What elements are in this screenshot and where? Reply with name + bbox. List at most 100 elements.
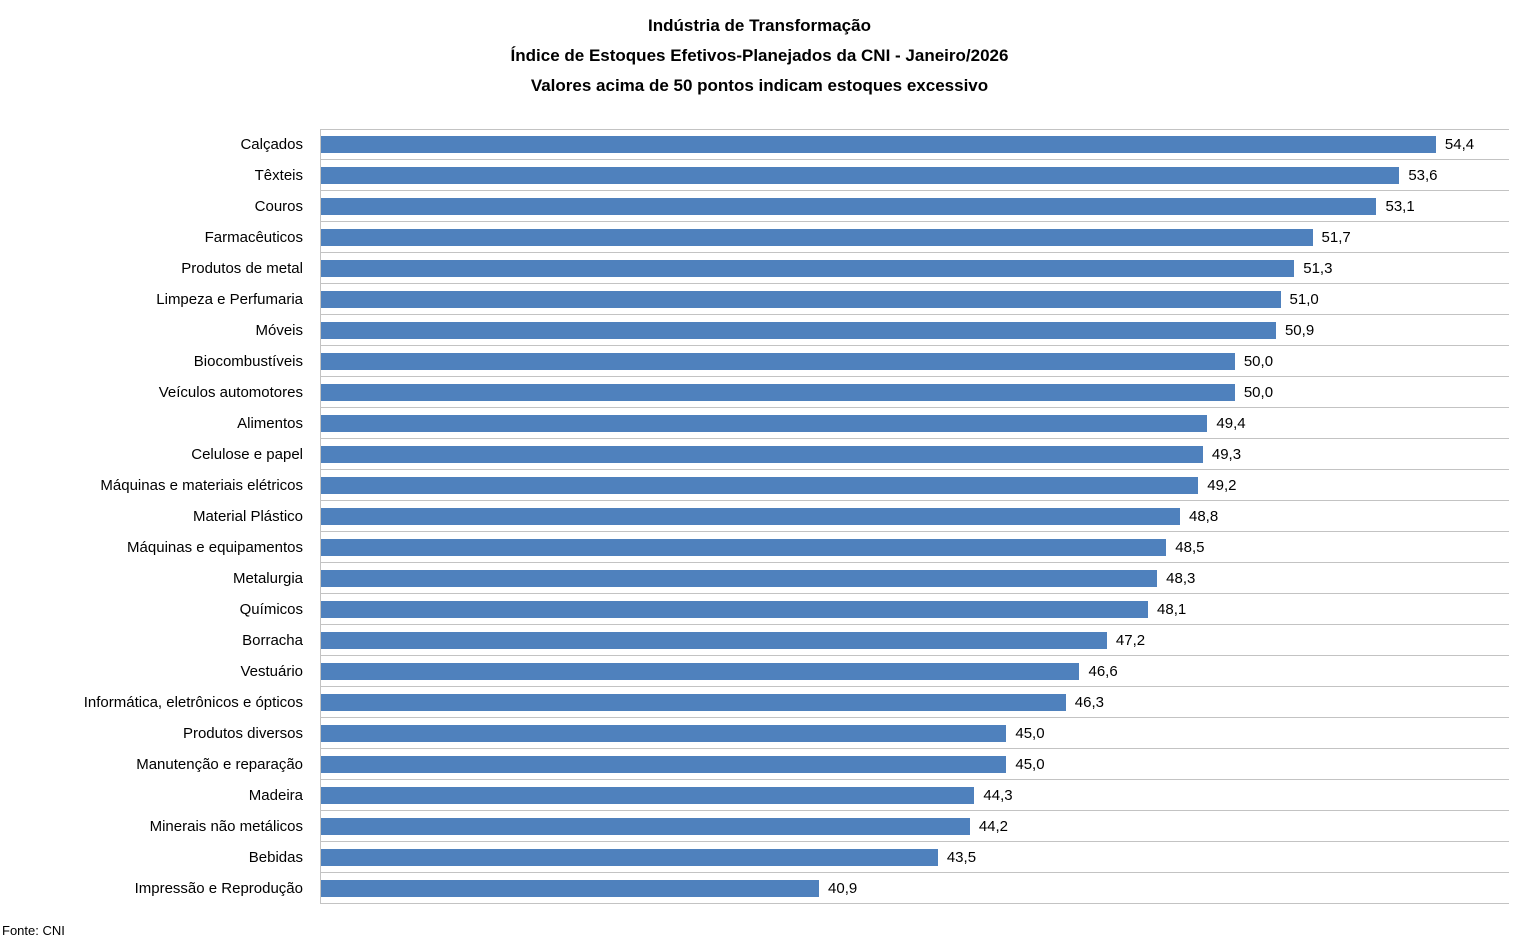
chart-row: Celulose e papel 49,3 <box>0 439 1509 470</box>
plot-cell: 50,9 <box>320 315 1509 346</box>
category-label: Farmacêuticos <box>204 229 303 246</box>
chart-row: Couros 53,1 <box>0 191 1509 222</box>
plot-cell: 43,5 <box>320 842 1509 873</box>
plot-cell: 46,3 <box>320 687 1509 718</box>
chart-row: Têxteis 53,6 <box>0 160 1509 191</box>
bar <box>321 755 1007 773</box>
bar <box>321 445 1203 463</box>
plot-cell: 45,0 <box>320 718 1509 749</box>
value-label: 40,9 <box>828 879 858 897</box>
bar <box>321 476 1199 494</box>
value-label: 44,3 <box>983 786 1013 804</box>
chart-row: Químicos 48,1 <box>0 594 1509 625</box>
bar <box>321 166 1400 184</box>
chart-title-line-1: Indústria de Transformação <box>648 16 871 35</box>
chart-row: Veículos automotores 50,0 <box>0 377 1509 408</box>
category-label: Couros <box>254 198 303 215</box>
plot-cell: 49,2 <box>320 470 1509 501</box>
plot-cell: 50,0 <box>320 377 1509 408</box>
bar <box>321 135 1436 153</box>
chart-row: Produtos de metal 51,3 <box>0 253 1509 284</box>
bar <box>321 848 938 866</box>
bar <box>321 569 1158 587</box>
value-label: 49,2 <box>1207 476 1237 494</box>
value-label: 50,0 <box>1243 352 1274 370</box>
value-label: 46,6 <box>1088 662 1118 680</box>
bar <box>321 197 1377 215</box>
bar <box>321 352 1235 370</box>
value-label: 53,1 <box>1385 197 1415 215</box>
value-label: 54,4 <box>1444 135 1475 153</box>
value-label: 48,3 <box>1166 569 1196 587</box>
category-label: Veículos automotores <box>158 384 303 401</box>
chart-row: Alimentos 49,4 <box>0 408 1509 439</box>
value-label: 48,8 <box>1189 507 1219 525</box>
chart-row: Borracha 47,2 <box>0 625 1509 656</box>
category-label: Manutenção e reparação <box>136 756 303 773</box>
plot-cell: 51,3 <box>320 253 1509 284</box>
chart-row: Minerais não metálicos 44,2 <box>0 811 1509 842</box>
bar <box>321 538 1167 556</box>
category-label: Máquinas e materiais elétricos <box>100 477 303 494</box>
plot-cell: 48,8 <box>320 501 1509 532</box>
category-label: Vestuário <box>240 663 303 680</box>
plot-cell: 48,3 <box>320 563 1509 594</box>
value-label: 51,0 <box>1289 290 1319 308</box>
plot-cell: 50,0 <box>320 346 1509 377</box>
category-label: Têxteis <box>254 167 303 184</box>
value-label: 47,2 <box>1115 631 1146 649</box>
category-label: Calçados <box>240 136 303 153</box>
chart-title-line-2: Índice de Estoques Efetivos-Planejados d… <box>510 46 1009 65</box>
category-label: Máquinas e equipamentos <box>127 539 303 556</box>
value-label: 48,1 <box>1157 600 1187 618</box>
plot-cell: 51,0 <box>320 284 1509 315</box>
bar <box>321 879 820 897</box>
value-label: 50,9 <box>1284 321 1315 339</box>
value-label: 49,4 <box>1216 414 1246 432</box>
category-label: Bebidas <box>248 849 303 866</box>
chart-row: Informática, eletrônicos e ópticos 46,3 <box>0 687 1509 718</box>
category-label: Impressão e Reprodução <box>134 880 303 897</box>
plot-cell: 49,3 <box>320 439 1509 470</box>
category-label: Material Plástico <box>192 508 303 525</box>
value-label: 46,3 <box>1074 693 1104 711</box>
category-label: Celulose e papel <box>191 446 303 463</box>
category-label: Borracha <box>242 632 303 649</box>
bar <box>321 321 1276 339</box>
chart-row: Metalurgia 48,3 <box>0 563 1509 594</box>
value-label: 50,0 <box>1243 383 1274 401</box>
plot-cell: 40,9 <box>320 873 1509 904</box>
bar <box>321 259 1295 277</box>
category-label: Metalurgia <box>232 570 303 587</box>
category-label: Madeira <box>248 787 303 804</box>
bar-chart-plot-area: Calçados 54,4 Têxteis 53,6 Couros 53,1 F… <box>0 129 1509 904</box>
value-label: 43,5 <box>946 848 977 866</box>
category-label: Alimentos <box>237 415 303 432</box>
bar <box>321 631 1107 649</box>
category-label: Minerais não metálicos <box>149 818 303 835</box>
chart-row: Madeira 44,3 <box>0 780 1509 811</box>
bar <box>321 228 1313 246</box>
plot-cell: 51,7 <box>320 222 1509 253</box>
plot-cell: 47,2 <box>320 625 1509 656</box>
bar <box>321 662 1080 680</box>
plot-cell: 49,4 <box>320 408 1509 439</box>
plot-cell: 46,6 <box>320 656 1509 687</box>
value-label: 48,5 <box>1175 538 1205 556</box>
category-label: Limpeza e Perfumaria <box>156 291 303 308</box>
category-label: Biocombustíveis <box>193 353 303 370</box>
value-label: 53,6 <box>1408 166 1438 184</box>
chart-row: Biocombustíveis 50,0 <box>0 346 1509 377</box>
chart-title-block: Indústria de Transformação Índice de Est… <box>0 11 1519 101</box>
chart-row: Manutenção e reparação 45,0 <box>0 749 1509 780</box>
bar <box>321 290 1281 308</box>
category-label: Produtos diversos <box>182 725 303 742</box>
plot-cell: 44,3 <box>320 780 1509 811</box>
chart-row: Produtos diversos 45,0 <box>0 718 1509 749</box>
bar <box>321 724 1007 742</box>
plot-cell: 48,1 <box>320 594 1509 625</box>
category-label: Químicos <box>239 601 303 618</box>
chart-row: Móveis 50,9 <box>0 315 1509 346</box>
bar <box>321 383 1235 401</box>
